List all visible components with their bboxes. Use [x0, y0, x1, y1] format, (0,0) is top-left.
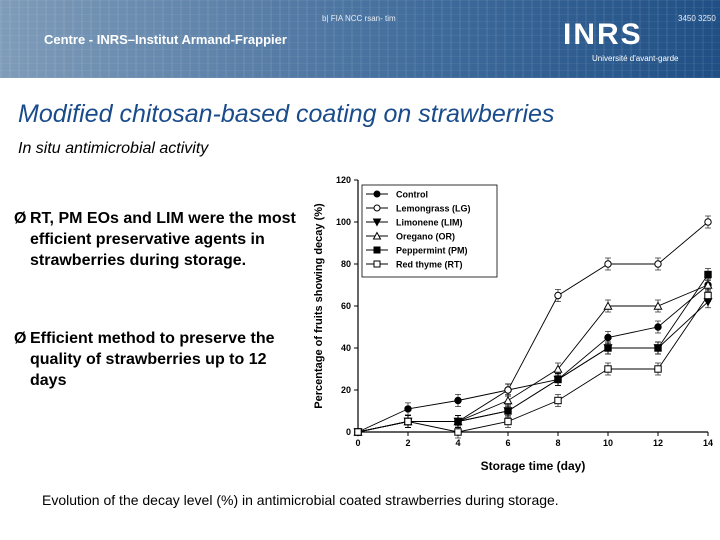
y-tick-label: 20 — [341, 385, 351, 395]
y-tick-label: 100 — [336, 217, 351, 227]
y-tick-label: 60 — [341, 301, 351, 311]
data-point — [504, 407, 512, 415]
data-point — [704, 270, 712, 279]
data-point — [704, 218, 712, 226]
y-tick-label: 0 — [346, 427, 351, 437]
legend-box — [361, 184, 498, 278]
legend-label: Limonene (LIM) — [396, 218, 463, 228]
bullet-text: RT, PM EOs and LIM were the most efficie… — [30, 210, 296, 269]
data-point — [504, 386, 512, 394]
x-tick-label: 8 — [555, 438, 560, 448]
x-axis-title: Storage time (day) — [481, 459, 586, 473]
data-point — [604, 333, 612, 342]
data-point — [604, 260, 612, 268]
x-tick-label: 6 — [505, 438, 510, 448]
y-tick-label: 40 — [341, 343, 351, 353]
x-tick-label: 10 — [603, 438, 613, 448]
data-point — [703, 280, 713, 289]
bullet-text: Efficient method to preserve the quality… — [30, 330, 275, 389]
series-line — [357, 274, 709, 433]
header-small-right: 3450 3250 — [678, 14, 716, 23]
x-tick-label: 4 — [455, 438, 460, 448]
data-point — [554, 291, 562, 300]
legend-marker — [373, 260, 381, 268]
data-point — [404, 417, 412, 426]
data-point — [654, 260, 662, 268]
legend-label: Oregano (OR) — [396, 232, 455, 242]
slide-header: b| FIA NCC rsan- tim 3450 3250 Centre - … — [0, 0, 720, 78]
legend-marker — [372, 231, 382, 240]
data-point — [554, 396, 562, 405]
series-5 — [354, 289, 712, 439]
data-point — [354, 428, 362, 436]
data-point — [604, 344, 612, 352]
data-point — [653, 301, 663, 310]
y-tick-label: 120 — [336, 175, 351, 185]
legend-label: Control — [396, 190, 428, 200]
subtitle-italic: In situ — [18, 140, 61, 157]
x-tick-label: 14 — [703, 438, 713, 448]
legend-label: Peppermint (PM) — [396, 246, 468, 256]
legend-marker — [373, 246, 381, 254]
y-axis-title: Percentage of fruits showing decay (%) — [313, 203, 325, 409]
x-tick-label: 0 — [355, 438, 360, 448]
decay-chart: 0 20 40 60 80 100 120 0 2 4 6 8 10 12 14 Storage time (… — [313, 175, 713, 473]
data-point — [504, 417, 512, 426]
data-point — [454, 428, 462, 436]
institute-name: Centre - INRS–Institut Armand-Frappier — [44, 32, 287, 47]
y-tick-label: 80 — [341, 259, 351, 269]
bullet-2: Ø Efficient method to preserve the quali… — [14, 328, 289, 391]
data-point — [553, 364, 563, 373]
slide-subtitle: In situ antimicrobial activity — [18, 140, 208, 158]
series-line — [357, 295, 709, 433]
x-tick-label: 2 — [405, 438, 410, 448]
x-tick-label: 12 — [653, 438, 663, 448]
figure-caption: Evolution of the decay level (%) in anti… — [42, 492, 559, 508]
data-point — [454, 396, 462, 405]
slide-title: Modified chitosan-based coating on straw… — [18, 100, 555, 128]
header-small-left: b| FIA NCC rsan- tim — [322, 14, 396, 23]
legend-marker — [373, 190, 381, 198]
bullet-arrow-icon: Ø — [14, 330, 27, 347]
legend-marker — [372, 218, 382, 227]
data-point — [654, 365, 662, 373]
subtitle-rest: antimicrobial activity — [60, 140, 209, 157]
bullet-1: Ø RT, PM EOs and LIM were the most effic… — [14, 208, 299, 271]
data-point — [654, 323, 662, 331]
data-point — [404, 405, 412, 413]
data-point — [603, 301, 613, 310]
data-point — [604, 365, 612, 373]
data-point — [503, 395, 513, 405]
inrs-logo: INRS — [563, 18, 643, 51]
legend-marker — [373, 204, 381, 212]
data-point — [554, 375, 562, 384]
legend-label: Lemongrass (LG) — [396, 204, 471, 214]
legend-label: Red thyme (RT) — [396, 260, 463, 270]
data-point — [454, 417, 462, 426]
data-point — [704, 291, 712, 300]
inrs-tagline: Université d'avant-garde — [592, 54, 679, 63]
data-point — [654, 344, 662, 352]
bullet-arrow-icon: Ø — [14, 210, 27, 227]
